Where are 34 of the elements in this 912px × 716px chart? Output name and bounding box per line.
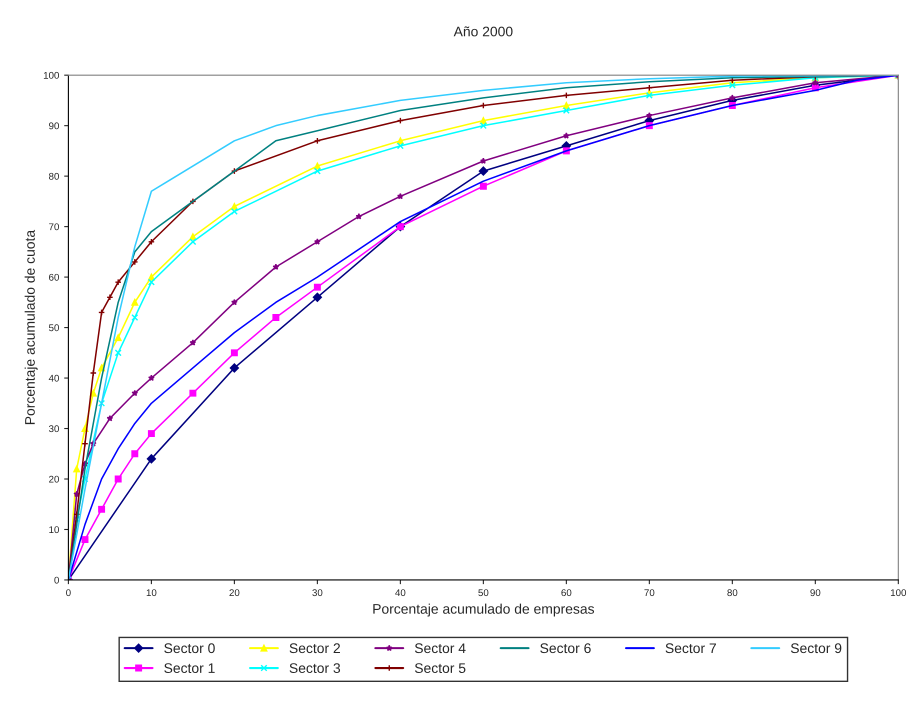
legend-label: Sector 9 bbox=[790, 643, 842, 654]
y-axis-title: Porcentaje acumulado de cuota bbox=[24, 230, 38, 424]
x-tick-label: 10 bbox=[146, 589, 156, 596]
x-tick-label: 100 bbox=[890, 589, 906, 596]
x-tick-label: 20 bbox=[229, 589, 240, 596]
legend-label: Sector 3 bbox=[290, 663, 340, 674]
legend-label: Sector 7 bbox=[666, 643, 716, 654]
y-tick-label: 20 bbox=[49, 476, 59, 483]
legend-label: Sector 6 bbox=[540, 643, 591, 654]
y-tick-label: 50 bbox=[48, 324, 59, 332]
y-tick-label: 70 bbox=[49, 223, 59, 230]
y-tick-label: 0 bbox=[54, 576, 59, 584]
legend-label: Sector 0 bbox=[164, 643, 215, 654]
y-tick-label: 60 bbox=[49, 274, 59, 281]
x-tick-label: 30 bbox=[312, 589, 322, 596]
x-tick-label: 60 bbox=[561, 589, 572, 596]
y-tick-label: 100 bbox=[44, 72, 59, 79]
legend-label: Sector 1 bbox=[164, 663, 215, 674]
x-tick-label: 90 bbox=[810, 589, 820, 596]
y-tick-label: 40 bbox=[48, 374, 59, 382]
x-tick-label: 40 bbox=[395, 589, 406, 596]
y-tick-label: 10 bbox=[49, 526, 59, 534]
y-tick-label: 30 bbox=[48, 425, 59, 432]
x-tick-label: 80 bbox=[727, 589, 738, 596]
x-tick-label: 0 bbox=[66, 589, 71, 596]
chart-title: Año 2000 bbox=[454, 26, 513, 36]
x-tick-label: 50 bbox=[478, 589, 488, 596]
y-tick-label: 80 bbox=[48, 172, 59, 180]
y-tick-label: 90 bbox=[49, 122, 59, 130]
x-tick-label: 70 bbox=[644, 589, 654, 596]
legend-label: Sector 4 bbox=[414, 643, 466, 654]
legend-label: Sector 5 bbox=[414, 663, 466, 674]
legend-label: Sector 2 bbox=[290, 643, 340, 654]
x-axis-title: Porcentaje acumulado de empresas bbox=[373, 604, 594, 617]
